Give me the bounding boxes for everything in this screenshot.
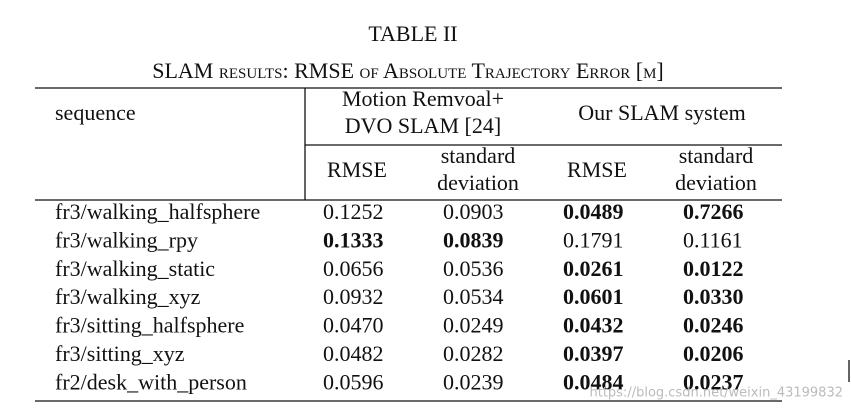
- column-header: standard: [679, 143, 754, 168]
- value-cell: 0.0932: [323, 284, 384, 309]
- sequence-cell: fr3/walking_halfsphere: [55, 199, 260, 224]
- column-header: RMSE: [327, 157, 387, 182]
- sequence-cell: fr3/walking_rpy: [55, 227, 198, 252]
- value-cell: 0.1333: [323, 227, 384, 252]
- value-cell: 0.0903: [443, 199, 504, 224]
- value-cell: 0.0482: [323, 341, 384, 366]
- value-cell: 0.0249: [443, 313, 504, 338]
- value-cell: 0.0282: [443, 341, 504, 366]
- sequence-cell: fr3/walking_static: [55, 256, 215, 281]
- group-header: DVO SLAM [24]: [345, 113, 501, 138]
- value-cell: 0.0601: [563, 284, 624, 309]
- column-header: deviation: [675, 170, 757, 195]
- value-cell: 0.0330: [683, 284, 744, 309]
- group-header: Our SLAM system: [578, 100, 745, 125]
- group-header: Motion Remvoal+: [342, 86, 504, 111]
- value-cell: 0.0206: [683, 341, 744, 366]
- header-sequence: sequence: [55, 100, 136, 125]
- column-header: RMSE: [567, 157, 627, 182]
- table-title: TABLE II: [368, 21, 457, 46]
- sequence-cell: fr3/walking_xyz: [55, 284, 201, 309]
- value-cell: 0.0239: [443, 369, 504, 394]
- value-cell: 0.0470: [323, 313, 384, 338]
- value-cell: 0.0261: [563, 256, 624, 281]
- value-cell: 0.0484: [563, 369, 624, 394]
- value-cell: 0.7266: [683, 199, 744, 224]
- value-cell: 0.1252: [323, 199, 384, 224]
- sequence-cell: fr3/sitting_halfsphere: [55, 313, 244, 338]
- value-cell: 0.0237: [683, 369, 744, 394]
- watermark: https://blog.csdn.net/weixin_43199832: [589, 386, 843, 401]
- value-cell: 0.0536: [443, 256, 504, 281]
- value-cell: 0.0489: [563, 199, 624, 224]
- column-header: standard: [441, 143, 516, 168]
- value-cell: 0.0246: [683, 313, 744, 338]
- value-cell: 0.1791: [563, 227, 624, 252]
- sequence-cell: fr2/desk_with_person: [55, 369, 247, 394]
- column-header: deviation: [437, 170, 519, 195]
- value-cell: 0.0122: [683, 256, 744, 281]
- value-cell: 0.0656: [323, 256, 384, 281]
- sequence-cell: fr3/sitting_xyz: [55, 341, 185, 366]
- table-caption: SLAM results: RMSE of Absolute Trajector…: [152, 58, 664, 83]
- value-cell: 0.0839: [443, 227, 504, 252]
- value-cell: 0.0534: [443, 284, 504, 309]
- value-cell: 0.1161: [683, 227, 743, 252]
- value-cell: 0.0596: [323, 369, 384, 394]
- value-cell: 0.0432: [563, 313, 624, 338]
- value-cell: 0.0397: [563, 341, 624, 366]
